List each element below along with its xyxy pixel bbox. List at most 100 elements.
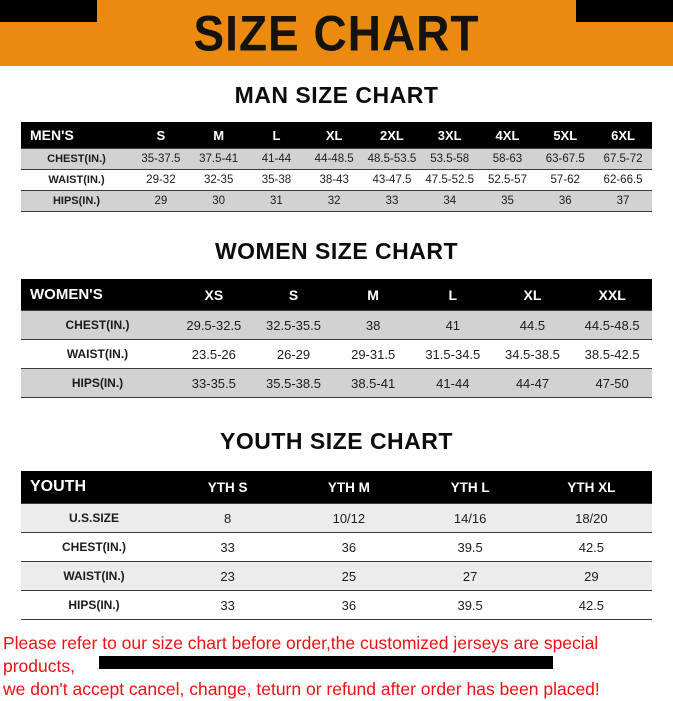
table-row: HIPS(IN.) 33 36 39.5 42.5 xyxy=(21,590,652,620)
table-corner-label: WOMEN'S xyxy=(21,279,174,311)
size-cell: 33 xyxy=(363,190,421,212)
column-header: YTH XL xyxy=(530,471,652,504)
column-header: XXL xyxy=(572,279,652,311)
size-cell: 39.5 xyxy=(409,590,531,620)
banner: SIZE CHART xyxy=(0,0,673,66)
size-cell: 53.5-58 xyxy=(420,148,479,170)
section-man-size-chart: MAN SIZE CHART MEN'S S M L XL 2XL 3XL 4XL 5XL 6XL C… xyxy=(0,82,673,212)
size-cell: 18/20 xyxy=(530,503,652,533)
size-cell: 52.5-57 xyxy=(478,169,537,191)
size-cell: 31 xyxy=(247,190,306,212)
size-cell: 27 xyxy=(409,561,531,591)
column-header: 2XL xyxy=(363,122,421,149)
footer-note: Please refer to our size chart before or… xyxy=(3,632,673,701)
size-cell: 33-35.5 xyxy=(174,368,254,398)
size-cell: 41-44 xyxy=(247,148,306,170)
size-cell: 41-44 xyxy=(412,368,493,398)
size-cell: 29.5-32.5 xyxy=(174,310,254,340)
size-cell: 41 xyxy=(412,310,493,340)
table-corner-label: MEN'S xyxy=(21,122,132,149)
size-cell: 36 xyxy=(536,190,595,212)
size-cell: 44-47 xyxy=(492,368,573,398)
column-header: XL xyxy=(492,279,573,311)
size-cell: 38.5-41 xyxy=(333,368,413,398)
size-cell: 42.5 xyxy=(530,590,652,620)
size-cell: 38-43 xyxy=(305,169,364,191)
size-chart-sections: MAN SIZE CHART MEN'S S M L XL 2XL 3XL 4XL 5XL 6XL C… xyxy=(0,82,673,620)
size-cell: 35 xyxy=(478,190,537,212)
column-header: L xyxy=(247,122,306,149)
size-cell: 36 xyxy=(288,532,410,562)
column-header: 5XL xyxy=(536,122,595,149)
size-cell: 36 xyxy=(288,590,410,620)
section-heading: YOUTH SIZE CHART xyxy=(220,428,453,454)
row-label: CHEST(IN.) xyxy=(21,532,167,562)
size-cell: 23 xyxy=(167,561,289,591)
row-label: CHEST(IN.) xyxy=(21,310,174,340)
size-cell: 26-29 xyxy=(253,339,334,369)
bottom-black-bar xyxy=(99,656,553,669)
size-cell: 34.5-38.5 xyxy=(492,339,573,369)
column-header: YTH L xyxy=(409,471,531,504)
size-cell: 67.5-72 xyxy=(594,148,652,170)
size-cell: 35.5-38.5 xyxy=(253,368,334,398)
size-cell: 35-38 xyxy=(247,169,306,191)
size-cell: 33 xyxy=(167,532,289,562)
footer-note-line-2: we don't accept cancel, change, teturn o… xyxy=(3,679,600,700)
size-cell: 42.5 xyxy=(530,532,652,562)
size-cell: 8 xyxy=(167,503,289,533)
size-cell: 62-66.5 xyxy=(594,169,652,191)
size-cell: 35-37.5 xyxy=(132,148,190,170)
size-cell: 38 xyxy=(333,310,413,340)
section-women-size-chart: WOMEN SIZE CHART WOMEN'S XS S M L XL XXL CHEST(I… xyxy=(0,238,673,398)
size-table: YOUTH YTH S YTH M YTH L YTH XL U.S.SIZE 8 10/12… xyxy=(21,471,652,620)
size-cell: 23.5-26 xyxy=(174,339,254,369)
size-cell: 48.5-53.5 xyxy=(363,148,421,170)
table-row: HIPS(IN.) 33-35.5 35.5-38.5 38.5-41 41-44 44-… xyxy=(21,368,652,398)
size-cell: 44.5 xyxy=(492,310,573,340)
table-row: CHEST(IN.) 33 36 39.5 42.5 xyxy=(21,532,652,562)
table-row: CHEST(IN.) 35-37.5 37.5-41 41-44 44-48.5 48.5… xyxy=(21,148,652,170)
row-label: HIPS(IN.) xyxy=(21,190,132,212)
row-label: HIPS(IN.) xyxy=(21,590,167,620)
column-header: L xyxy=(412,279,493,311)
size-cell: 39.5 xyxy=(409,532,531,562)
size-cell: 47.5-52.5 xyxy=(420,169,479,191)
size-cell: 32 xyxy=(305,190,364,212)
section-heading: WOMEN SIZE CHART xyxy=(214,238,459,264)
size-cell: 29-31.5 xyxy=(333,339,413,369)
size-cell: 10/12 xyxy=(288,503,410,533)
column-header: XS xyxy=(174,279,254,311)
table-row: WAIST(IN.) 23.5-26 26-29 29-31.5 31.5-34.5 34… xyxy=(21,339,652,369)
size-cell: 30 xyxy=(189,190,248,212)
banner-corner-right-block xyxy=(576,0,673,22)
column-header: M xyxy=(333,279,413,311)
size-cell: 57-62 xyxy=(536,169,595,191)
table-row: CHEST(IN.) 29.5-32.5 32.5-35.5 38 41 44.5 44.5… xyxy=(21,310,652,340)
size-cell: 38.5-42.5 xyxy=(572,339,652,369)
banner-corner-left-block xyxy=(0,0,97,22)
table-header-row: WOMEN'S XS S M L XL XXL xyxy=(21,279,652,311)
size-table: WOMEN'S XS S M L XL XXL CHEST(IN.) 29.5-32.5 32.5… xyxy=(21,279,652,398)
table-row: WAIST(IN.) 29-32 32-35 35-38 38-43 43-47.5 47.… xyxy=(21,169,652,191)
table-corner-label: YOUTH xyxy=(21,471,167,504)
table-row: U.S.SIZE 8 10/12 14/16 18/20 xyxy=(21,503,652,533)
size-cell: 58-63 xyxy=(478,148,537,170)
size-cell: 63-67.5 xyxy=(536,148,595,170)
size-cell: 43-47.5 xyxy=(363,169,421,191)
size-cell: 14/16 xyxy=(409,503,531,533)
footer-note-line-1: Please refer to our size chart before or… xyxy=(3,633,599,677)
column-header: S xyxy=(253,279,334,311)
size-cell: 47-50 xyxy=(572,368,652,398)
table-header-row: MEN'S S M L XL 2XL 3XL 4XL 5XL 6XL xyxy=(21,122,652,149)
column-header: 6XL xyxy=(594,122,652,149)
row-label: WAIST(IN.) xyxy=(21,339,174,369)
size-cell: 31.5-34.5 xyxy=(412,339,493,369)
column-header: 4XL xyxy=(478,122,537,149)
column-header: S xyxy=(132,122,190,149)
size-table: MEN'S S M L XL 2XL 3XL 4XL 5XL 6XL CHEST(IN.) 35-37… xyxy=(21,122,652,212)
table-row: WAIST(IN.) 23 25 27 29 xyxy=(21,561,652,591)
row-label: U.S.SIZE xyxy=(21,503,167,533)
size-cell: 29 xyxy=(530,561,652,591)
